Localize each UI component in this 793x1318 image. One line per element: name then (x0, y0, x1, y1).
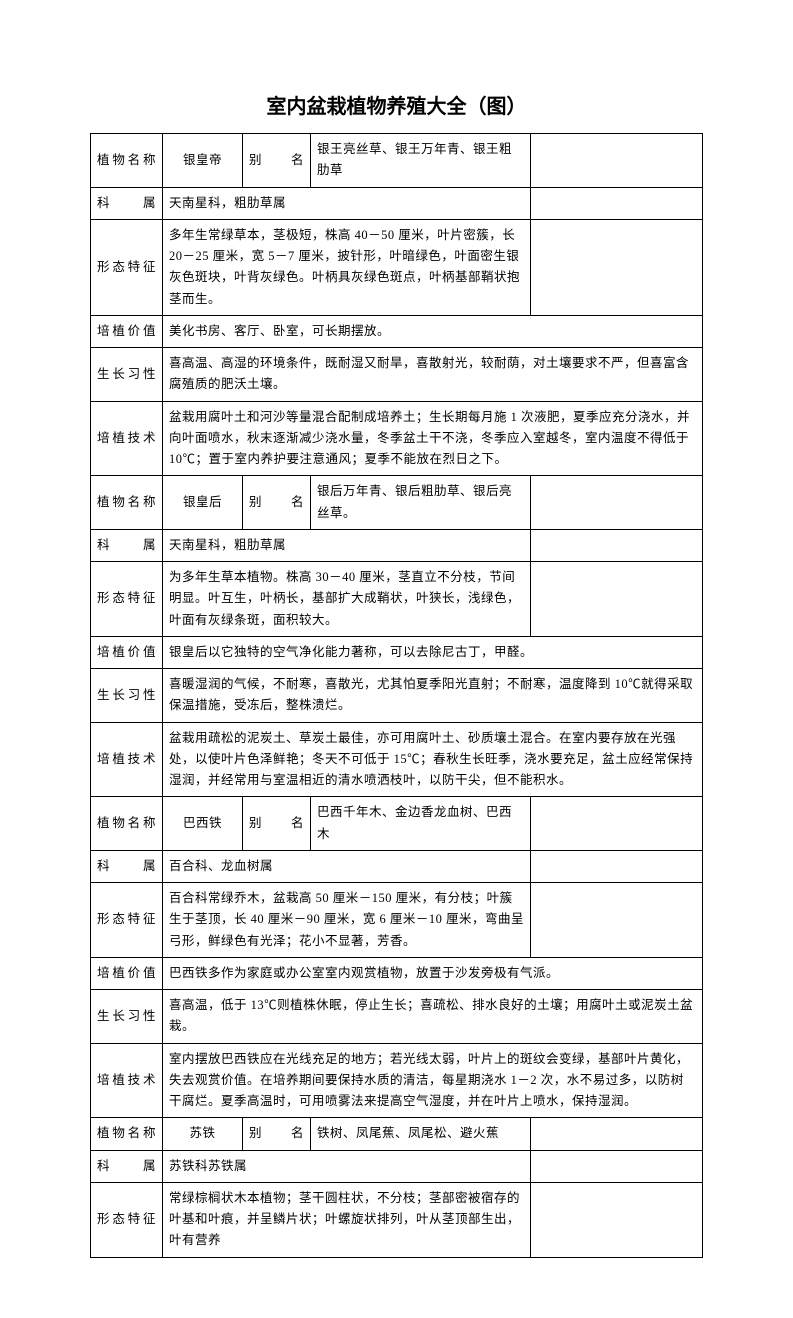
plant-habit: 喜暖湿润的气候，不耐寒，喜散光，尤其怕夏季阳光直射；不耐寒，温度降到 10℃就得… (163, 669, 703, 723)
plant-alias: 巴西千年木、金边香龙血树、巴西木 (311, 797, 531, 851)
empty-cell (531, 850, 703, 882)
empty-cell (531, 187, 703, 219)
table-row: 生长习性 喜高温、高湿的环境条件，既耐湿又耐旱，喜散射光，较耐荫，对土壤要求不严… (91, 348, 703, 402)
label-tech: 培植技术 (91, 722, 163, 797)
label-family: 科 属 (91, 1150, 163, 1182)
page-title: 室内盆栽植物养殖大全（图） (90, 90, 703, 119)
label-value: 培植价值 (91, 315, 163, 347)
label-habit: 生长习性 (91, 669, 163, 723)
empty-cell (531, 134, 703, 188)
plant-habit: 喜高温，低于 13℃则植株休眠，停止生长；喜疏松、排水良好的土壤；用腐叶土或泥炭… (163, 990, 703, 1044)
plant-alias: 银后万年青、银后粗肋草、银后亮丝草。 (311, 476, 531, 530)
plant-table: 植物名称 银皇帝 别 名 银王亮丝草、银王万年青、银王粗肋草 科 属 天南星科，… (90, 133, 703, 1258)
table-row: 植物名称 苏铁 别 名 铁树、凤尾蕉、凤尾松、避火蕉 (91, 1118, 703, 1150)
empty-cell (531, 1118, 703, 1150)
label-morph: 形态特征 (91, 219, 163, 315)
plant-family: 天南星科，粗肋草属 (163, 187, 531, 219)
label-morph: 形态特征 (91, 883, 163, 958)
table-row: 形态特征 常绿棕榈状木本植物；茎干圆柱状，不分枝；茎部密被宿存的叶基和叶痕，并呈… (91, 1182, 703, 1257)
empty-cell (531, 562, 703, 637)
label-morph: 形态特征 (91, 562, 163, 637)
label-alias: 别 名 (243, 134, 311, 188)
plant-tech: 盆栽用腐叶土和河沙等量混合配制成培养土；生长期每月施 1 次液肥，夏季应充分浇水… (163, 401, 703, 476)
plant-habit: 喜高温、高湿的环境条件，既耐湿又耐旱，喜散射光，较耐荫，对土壤要求不严，但喜富含… (163, 348, 703, 402)
plant-morph: 多年生常绿草本，茎极短，株高 40－50 厘米，叶片密簇，长 20－25 厘米，… (163, 219, 531, 315)
table-row: 培植技术 盆栽用腐叶土和河沙等量混合配制成培养土；生长期每月施 1 次液肥，夏季… (91, 401, 703, 476)
table-row: 科 属 天南星科，粗肋草属 (91, 187, 703, 219)
label-habit: 生长习性 (91, 348, 163, 402)
label-habit: 生长习性 (91, 990, 163, 1044)
table-row: 培植技术 盆栽用疏松的泥炭土、草炭土最佳，亦可用腐叶土、砂质壤土混合。在室内要存… (91, 722, 703, 797)
label-name: 植物名称 (91, 476, 163, 530)
table-row: 生长习性 喜高温，低于 13℃则植株休眠，停止生长；喜疏松、排水良好的土壤；用腐… (91, 990, 703, 1044)
empty-cell (531, 1150, 703, 1182)
label-tech: 培植技术 (91, 401, 163, 476)
label-family: 科 属 (91, 529, 163, 561)
table-row: 科 属 天南星科，粗肋草属 (91, 529, 703, 561)
plant-value: 美化书房、客厅、卧室，可长期摆放。 (163, 315, 703, 347)
table-row: 生长习性 喜暖湿润的气候，不耐寒，喜散光，尤其怕夏季阳光直射；不耐寒，温度降到 … (91, 669, 703, 723)
table-row: 形态特征 百合科常绿乔木，盆栽高 50 厘米－150 厘米，有分枝；叶簇生于茎顶… (91, 883, 703, 958)
label-name: 植物名称 (91, 797, 163, 851)
table-row: 植物名称 银皇帝 别 名 银王亮丝草、银王万年青、银王粗肋草 (91, 134, 703, 188)
label-alias: 别 名 (243, 1118, 311, 1150)
table-row: 植物名称 巴西铁 别 名 巴西千年木、金边香龙血树、巴西木 (91, 797, 703, 851)
label-value: 培植价值 (91, 636, 163, 668)
label-family: 科 属 (91, 187, 163, 219)
plant-alias: 铁树、凤尾蕉、凤尾松、避火蕉 (311, 1118, 531, 1150)
label-value: 培植价值 (91, 957, 163, 989)
plant-family: 百合科、龙血树属 (163, 850, 531, 882)
table-row: 科 属 百合科、龙血树属 (91, 850, 703, 882)
plant-morph: 常绿棕榈状木本植物；茎干圆柱状，不分枝；茎部密被宿存的叶基和叶痕，并呈鳞片状；叶… (163, 1182, 531, 1257)
label-morph: 形态特征 (91, 1182, 163, 1257)
empty-cell (531, 529, 703, 561)
plant-alias: 银王亮丝草、银王万年青、银王粗肋草 (311, 134, 531, 188)
plant-name: 银皇后 (163, 476, 243, 530)
empty-cell (531, 797, 703, 851)
plant-tech: 盆栽用疏松的泥炭土、草炭土最佳，亦可用腐叶土、砂质壤土混合。在室内要存放在光强处… (163, 722, 703, 797)
table-row: 科 属 苏铁科苏铁属 (91, 1150, 703, 1182)
label-tech: 培植技术 (91, 1043, 163, 1118)
label-name: 植物名称 (91, 134, 163, 188)
plant-name: 苏铁 (163, 1118, 243, 1150)
table-row: 形态特征 为多年生草本植物。株高 30－40 厘米，茎直立不分枝，节间明显。叶互… (91, 562, 703, 637)
table-row: 培植价值 银皇后以它独特的空气净化能力著称，可以去除尼古丁，甲醛。 (91, 636, 703, 668)
label-family: 科 属 (91, 850, 163, 882)
plant-morph: 为多年生草本植物。株高 30－40 厘米，茎直立不分枝，节间明显。叶互生，叶柄长… (163, 562, 531, 637)
table-row: 形态特征 多年生常绿草本，茎极短，株高 40－50 厘米，叶片密簇，长 20－2… (91, 219, 703, 315)
label-alias: 别 名 (243, 476, 311, 530)
empty-cell (531, 1182, 703, 1257)
label-alias: 别 名 (243, 797, 311, 851)
plant-name: 巴西铁 (163, 797, 243, 851)
plant-family: 天南星科，粗肋草属 (163, 529, 531, 561)
table-row: 植物名称 银皇后 别 名 银后万年青、银后粗肋草、银后亮丝草。 (91, 476, 703, 530)
table-row: 培植价值 巴西铁多作为家庭或办公室室内观赏植物，放置于沙发旁极有气派。 (91, 957, 703, 989)
plant-name: 银皇帝 (163, 134, 243, 188)
plant-family: 苏铁科苏铁属 (163, 1150, 531, 1182)
label-name: 植物名称 (91, 1118, 163, 1150)
plant-tech: 室内摆放巴西铁应在光线充足的地方；若光线太弱，叶片上的斑纹会变绿，基部叶片黄化，… (163, 1043, 703, 1118)
plant-value: 银皇后以它独特的空气净化能力著称，可以去除尼古丁，甲醛。 (163, 636, 703, 668)
plant-morph: 百合科常绿乔木，盆栽高 50 厘米－150 厘米，有分枝；叶簇生于茎顶，长 40… (163, 883, 531, 958)
empty-cell (531, 883, 703, 958)
table-row: 培植技术 室内摆放巴西铁应在光线充足的地方；若光线太弱，叶片上的斑纹会变绿，基部… (91, 1043, 703, 1118)
empty-cell (531, 476, 703, 530)
table-row: 培植价值 美化书房、客厅、卧室，可长期摆放。 (91, 315, 703, 347)
empty-cell (531, 219, 703, 315)
plant-value: 巴西铁多作为家庭或办公室室内观赏植物，放置于沙发旁极有气派。 (163, 957, 703, 989)
